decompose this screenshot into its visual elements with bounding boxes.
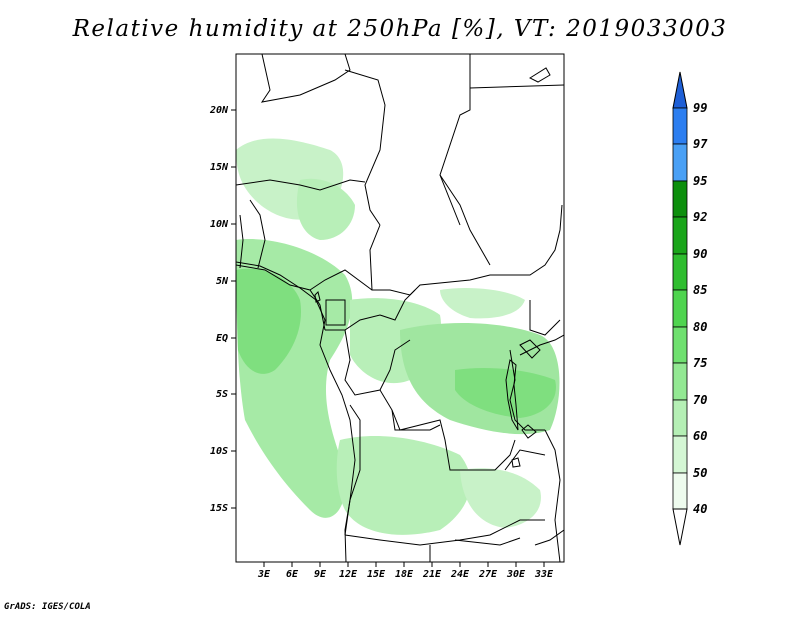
- colorbar-segment: [672, 472, 688, 510]
- colorbar-segment: [672, 399, 688, 437]
- lon-label-3e: 3E: [257, 569, 271, 580]
- colorbar-label: 80: [693, 320, 707, 334]
- colorbar-segment: [672, 326, 688, 364]
- lon-label-21e: 21E: [422, 569, 442, 580]
- colorbar-segment: [672, 107, 688, 145]
- lat-label-10s: 10S: [210, 446, 228, 457]
- colorbar: 99 97 95 92 90 85 80 75 70 60 50 40: [672, 71, 708, 546]
- colorbar-label: 92: [693, 210, 707, 224]
- colorbar-segment: [672, 253, 688, 291]
- lat-label-15n: 15N: [210, 162, 229, 173]
- lon-label-12e: 12E: [339, 569, 358, 580]
- grads-credit: GrADS: IGES/COLA: [4, 602, 91, 612]
- lon-label-30e: 30E: [506, 569, 526, 580]
- lat-label-10n: 10N: [210, 219, 229, 230]
- lat-axis: 20N 15N 10N 5N EQ 5S 10S 15S: [209, 105, 236, 514]
- lat-label-15s: 15S: [210, 503, 228, 514]
- colorbar-top-arrow: [672, 71, 688, 109]
- lon-label-27e: 27E: [478, 569, 498, 580]
- colorbar-segment: [672, 180, 688, 218]
- colorbar-label: 90: [693, 247, 707, 261]
- colorbar-segment: [672, 362, 688, 401]
- lat-label-20n: 20N: [209, 105, 229, 116]
- colorbar-label: 99: [693, 101, 707, 115]
- humidity-field: [236, 138, 560, 535]
- map-frame: [235, 53, 565, 563]
- colorbar-label: 40: [693, 502, 707, 516]
- coastline: [236, 261, 356, 562]
- colorbar-label: 75: [693, 356, 707, 370]
- lat-label-5s: 5S: [216, 389, 228, 400]
- colorbar-label: 95: [693, 174, 707, 188]
- colorbar-bottom-arrow: [672, 508, 688, 546]
- map-panel: [236, 54, 564, 562]
- lon-label-9e: 9E: [314, 569, 327, 580]
- colorbar-segment: [672, 289, 688, 328]
- lon-label-15e: 15E: [367, 569, 386, 580]
- country-borders: [236, 54, 564, 562]
- lon-label-24e: 24E: [450, 569, 470, 580]
- lat-label-5n: 5N: [216, 276, 229, 287]
- colorbar-label: 50: [693, 466, 707, 480]
- colorbar-segment: [672, 216, 688, 255]
- colorbar-segment: [672, 143, 688, 182]
- lat-label-eq: EQ: [216, 333, 228, 344]
- colorbar-label: 60: [693, 429, 707, 443]
- colorbar-label: 97: [693, 137, 708, 151]
- lakes: [314, 67, 551, 468]
- lon-label-18e: 18E: [395, 569, 414, 580]
- colorbar-label: 85: [693, 283, 707, 297]
- lon-axis: 3E 6E 9E 12E 15E 18E 21E 24E 27E 30E 33E: [257, 562, 554, 580]
- lon-label-33e: 33E: [534, 569, 554, 580]
- chart-title: Relative humidity at 250hPa [%], VT: 201…: [72, 16, 728, 42]
- colorbar-segment: [672, 435, 688, 474]
- lon-label-6e: 6E: [286, 569, 299, 580]
- colorbar-label: 70: [693, 393, 707, 407]
